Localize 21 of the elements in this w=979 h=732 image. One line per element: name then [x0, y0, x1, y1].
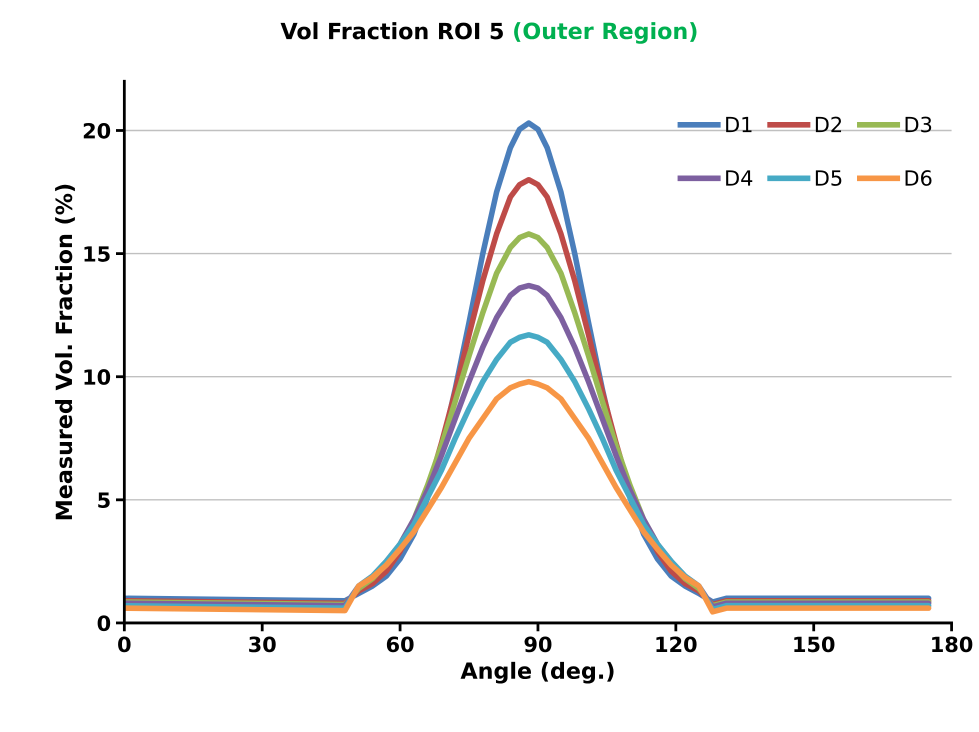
- chart-title: Vol Fraction ROI 5 (Outer Region): [280, 22, 696, 44]
- legend-label: D5: [816, 170, 842, 186]
- x-tick-label: 180: [932, 636, 972, 652]
- x-tick-label: 120: [656, 636, 697, 652]
- y-tick-label: 15: [84, 246, 110, 262]
- y-tick-label: 20: [84, 122, 110, 139]
- legend-label: D3: [906, 116, 932, 132]
- x-axis-title: Angle (deg.): [460, 662, 614, 684]
- x-tick-label: 0: [118, 636, 131, 652]
- legend-label: D1: [726, 116, 752, 132]
- y-axis-title: Measured Vol. Fraction (%): [55, 184, 75, 520]
- x-tick-label: 30: [249, 636, 276, 652]
- legend-label: D2: [816, 116, 842, 132]
- legend-label: D4: [726, 170, 752, 186]
- x-tick-label: 90: [524, 636, 552, 652]
- y-tick-label: 0: [98, 615, 110, 632]
- y-tick-label: 5: [98, 492, 110, 508]
- legend-label: D6: [906, 170, 932, 186]
- y-tick-label: 10: [84, 369, 110, 385]
- x-tick-label: 150: [794, 636, 834, 652]
- x-tick-label: 60: [386, 636, 414, 652]
